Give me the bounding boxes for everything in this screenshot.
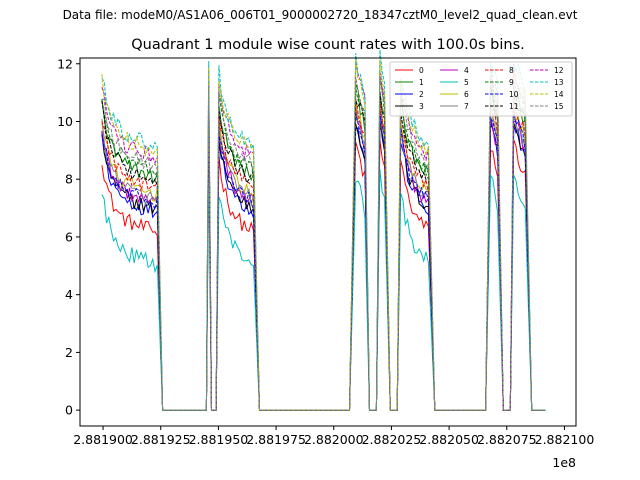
legend-label-12: 12 (554, 66, 564, 75)
series-line-8 (101, 93, 546, 411)
y-tick-label: 0 (65, 403, 73, 418)
series-line-7 (101, 104, 546, 411)
legend-label-15: 15 (554, 102, 564, 111)
y-tick-label: 2 (65, 345, 73, 360)
y-tick-label: 8 (65, 172, 73, 187)
legend-label-8: 8 (509, 66, 514, 75)
series-line-0 (101, 139, 546, 411)
x-tick-label: 2.882100 (535, 432, 595, 447)
axes-frame (79, 57, 577, 427)
legend-label-9: 9 (509, 78, 514, 87)
y-tick-label: 6 (65, 229, 73, 244)
x-tick-label: 2.882025 (362, 432, 422, 447)
x-axis: 2.8819002.8819252.8819502.8819752.882000… (73, 426, 594, 447)
legend-label-2: 2 (419, 90, 424, 99)
series-line-15 (101, 73, 546, 411)
legend-label-13: 13 (554, 78, 564, 87)
y-tick-label: 10 (57, 114, 73, 129)
series-line-6 (101, 98, 546, 411)
x-tick-label: 2.882075 (477, 432, 537, 447)
series-line-9 (101, 78, 546, 411)
x-tick-label: 2.882000 (304, 432, 364, 447)
series-line-5 (101, 169, 546, 411)
x-offset-label: 1e8 (552, 455, 576, 470)
x-tick-label: 2.881975 (246, 432, 306, 447)
legend-label-10: 10 (509, 90, 519, 99)
x-tick-label: 2.881900 (73, 432, 133, 447)
plot-area (101, 49, 546, 411)
x-tick-label: 2.882050 (419, 432, 479, 447)
legend-label-6: 6 (464, 90, 469, 99)
chart-title: Quadrant 1 module wise count rates with … (131, 37, 525, 53)
legend-label-5: 5 (464, 78, 469, 87)
y-axis: 0 2 4 6 8 10 12 (57, 56, 80, 418)
legend-label-0: 0 (419, 66, 424, 75)
series-line-10 (101, 108, 546, 411)
legend-label-11: 11 (509, 102, 519, 111)
y-tick-label: 4 (65, 287, 73, 302)
x-tick-label: 2.881925 (131, 432, 191, 447)
series-line-1 (101, 84, 546, 411)
x-tick-label: 2.881950 (189, 432, 249, 447)
series-line-2 (101, 120, 546, 411)
legend-label-4: 4 (464, 66, 469, 75)
legend-box (389, 61, 573, 117)
legend-label-7: 7 (464, 102, 469, 111)
series-line-11 (101, 84, 546, 411)
legend-label-1: 1 (419, 78, 424, 87)
series-line-4 (101, 108, 546, 411)
suptitle: Data file: modeM0/AS1A06_006T01_90000027… (62, 8, 578, 22)
y-tick-label: 12 (57, 56, 73, 71)
legend-label-3: 3 (419, 102, 424, 111)
series-line-3 (101, 113, 546, 411)
legend-label-14: 14 (554, 90, 564, 99)
